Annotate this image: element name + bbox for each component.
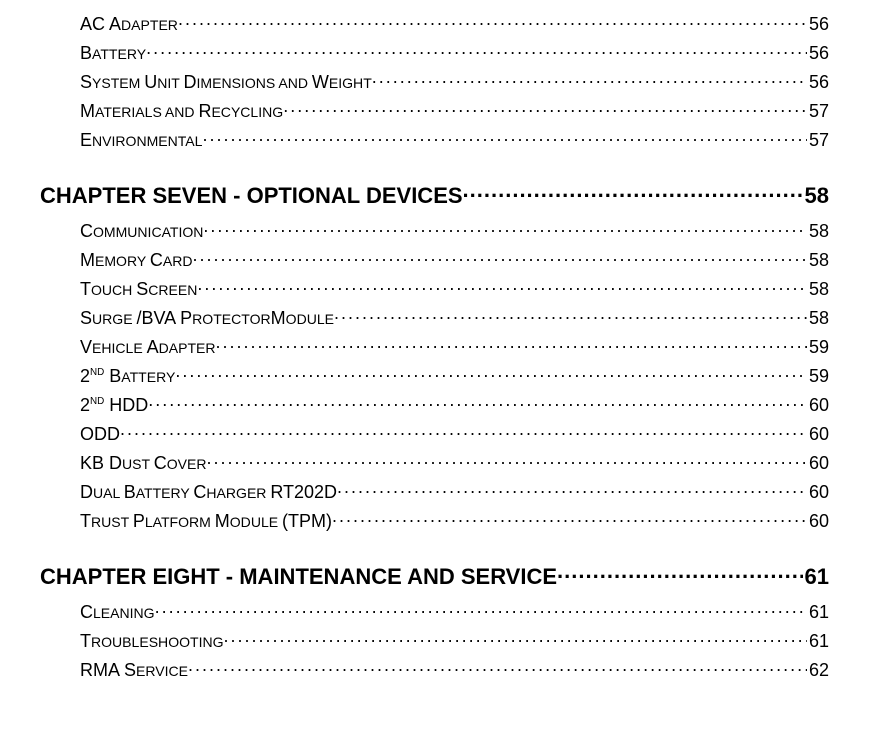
toc-entry-page: 60 bbox=[807, 511, 829, 532]
toc-entry: KB DUST COVER 60 bbox=[80, 451, 829, 474]
chapter-7-page: 58 bbox=[803, 183, 829, 209]
leader-dots bbox=[197, 277, 807, 295]
toc-entry-page: 56 bbox=[807, 43, 829, 64]
chapter-7-heading: CHAPTER SEVEN - OPTIONAL DEVICES 58 bbox=[40, 181, 829, 209]
toc-entry-label: 2ND HDD bbox=[80, 395, 148, 416]
toc-entry-label: VEHICLE ADAPTER bbox=[80, 337, 216, 358]
chapter-8-page: 61 bbox=[803, 564, 829, 590]
toc-entry-page: 56 bbox=[807, 72, 829, 93]
toc-entry-label: SYSTEM UNIT DIMENSIONS AND WEIGHT bbox=[80, 72, 372, 93]
toc-entry: VEHICLE ADAPTER 59 bbox=[80, 335, 829, 358]
leader-dots bbox=[216, 335, 807, 353]
toc-entry: 2ND HDD 60 bbox=[80, 393, 829, 416]
toc-entry: TRUST PLATFORM MODULE (TPM) 60 bbox=[80, 509, 829, 532]
toc-entry-page: 60 bbox=[807, 482, 829, 503]
toc-entry: MEMORY CARD 58 bbox=[80, 248, 829, 271]
chapter-8-label: CHAPTER EIGHT - MAINTENANCE AND SERVICE bbox=[40, 564, 557, 590]
leader-dots bbox=[155, 600, 807, 618]
toc-entry-label: MEMORY CARD bbox=[80, 250, 192, 271]
toc-entry: AC ADAPTER 56 bbox=[80, 12, 829, 35]
toc-entry-label: DUAL BATTERY CHARGER RT202D bbox=[80, 482, 337, 503]
leader-dots bbox=[178, 12, 807, 30]
leader-dots bbox=[192, 248, 807, 266]
leader-dots bbox=[337, 480, 807, 498]
toc-entry-page: 60 bbox=[807, 424, 829, 445]
toc-entry-page: 60 bbox=[807, 395, 829, 416]
toc-entry: SURGE /BVA PROTECTORMODULE 58 bbox=[80, 306, 829, 329]
toc-entry: COMMUNICATION 58 bbox=[80, 219, 829, 242]
toc-entry-page: 57 bbox=[807, 130, 829, 151]
leader-dots bbox=[148, 393, 807, 411]
toc-entry-label: RMA SERVICE bbox=[80, 660, 188, 681]
leader-dots bbox=[188, 658, 807, 676]
toc-entry-page: 59 bbox=[807, 366, 829, 387]
toc-entry: BATTERY 56 bbox=[80, 41, 829, 64]
toc-entry: TOUCH SCREEN 58 bbox=[80, 277, 829, 300]
toc-entry-page: 60 bbox=[807, 453, 829, 474]
toc-entry-page: 57 bbox=[807, 101, 829, 122]
toc-entry-label: TRUST PLATFORM MODULE (TPM) bbox=[80, 511, 332, 532]
toc-entry: SYSTEM UNIT DIMENSIONS AND WEIGHT 56 bbox=[80, 70, 829, 93]
leader-dots bbox=[463, 181, 803, 203]
toc-entry: 2ND BATTERY 59 bbox=[80, 364, 829, 387]
toc-entry-page: 58 bbox=[807, 308, 829, 329]
toc-entry-page: 58 bbox=[807, 221, 829, 242]
leader-dots bbox=[372, 70, 807, 88]
toc-entry-label: AC ADAPTER bbox=[80, 14, 178, 35]
leader-dots bbox=[332, 509, 807, 527]
toc-entry: TROUBLESHOOTING 61 bbox=[80, 629, 829, 652]
toc-entry-label: CLEANING bbox=[80, 602, 155, 623]
leader-dots bbox=[224, 629, 807, 647]
toc-entry-label: BATTERY bbox=[80, 43, 146, 64]
toc-section-ch8: CLEANING 61 TROUBLESHOOTING 61 RMA SERVICE 62 bbox=[40, 600, 829, 681]
leader-dots bbox=[334, 306, 807, 324]
toc-entry-page: 58 bbox=[807, 279, 829, 300]
toc-entry-label: KB DUST COVER bbox=[80, 453, 207, 474]
toc-entry-page: 59 bbox=[807, 337, 829, 358]
leader-dots bbox=[203, 219, 807, 237]
toc-entry-label: TOUCH SCREEN bbox=[80, 279, 197, 300]
leader-dots bbox=[120, 422, 807, 440]
toc-entry-page: 56 bbox=[807, 14, 829, 35]
toc-entry: RMA SERVICE 62 bbox=[80, 658, 829, 681]
leader-dots bbox=[146, 41, 807, 59]
toc-entry-page: 61 bbox=[807, 631, 829, 652]
toc-entry-label: 2ND BATTERY bbox=[80, 366, 175, 387]
toc-entry: CLEANING 61 bbox=[80, 600, 829, 623]
toc-entry-label: ENVIRONMENTAL bbox=[80, 130, 202, 151]
toc-entry-label: ODD bbox=[80, 424, 120, 445]
toc-entry-page: 58 bbox=[807, 250, 829, 271]
chapter-8-heading: CHAPTER EIGHT - MAINTENANCE AND SERVICE … bbox=[40, 562, 829, 590]
toc-section-pre: AC ADAPTER56BATTERY56SYSTEM UNIT DIMENSI… bbox=[40, 12, 829, 151]
toc-entry-page: 61 bbox=[807, 602, 829, 623]
leader-dots bbox=[175, 364, 807, 382]
toc-entry: ENVIRONMENTAL 57 bbox=[80, 128, 829, 151]
toc-entry-label: TROUBLESHOOTING bbox=[80, 631, 224, 652]
toc-entry-label: SURGE /BVA PROTECTORMODULE bbox=[80, 308, 334, 329]
toc-section-ch7: COMMUNICATION58MEMORY CARD58TOUCH SCREEN… bbox=[40, 219, 829, 532]
leader-dots bbox=[557, 562, 802, 584]
toc-entry-page: 62 bbox=[807, 660, 829, 681]
leader-dots bbox=[283, 99, 807, 117]
leader-dots bbox=[207, 451, 807, 469]
toc-entry: MATERIALS AND RECYCLING 57 bbox=[80, 99, 829, 122]
toc-entry-label: COMMUNICATION bbox=[80, 221, 203, 242]
toc-entry: DUAL BATTERY CHARGER RT202D 60 bbox=[80, 480, 829, 503]
chapter-7-label: CHAPTER SEVEN - OPTIONAL DEVICES bbox=[40, 183, 463, 209]
leader-dots bbox=[202, 128, 807, 146]
toc-entry: ODD 60 bbox=[80, 422, 829, 445]
toc-entry-label: MATERIALS AND RECYCLING bbox=[80, 101, 283, 122]
